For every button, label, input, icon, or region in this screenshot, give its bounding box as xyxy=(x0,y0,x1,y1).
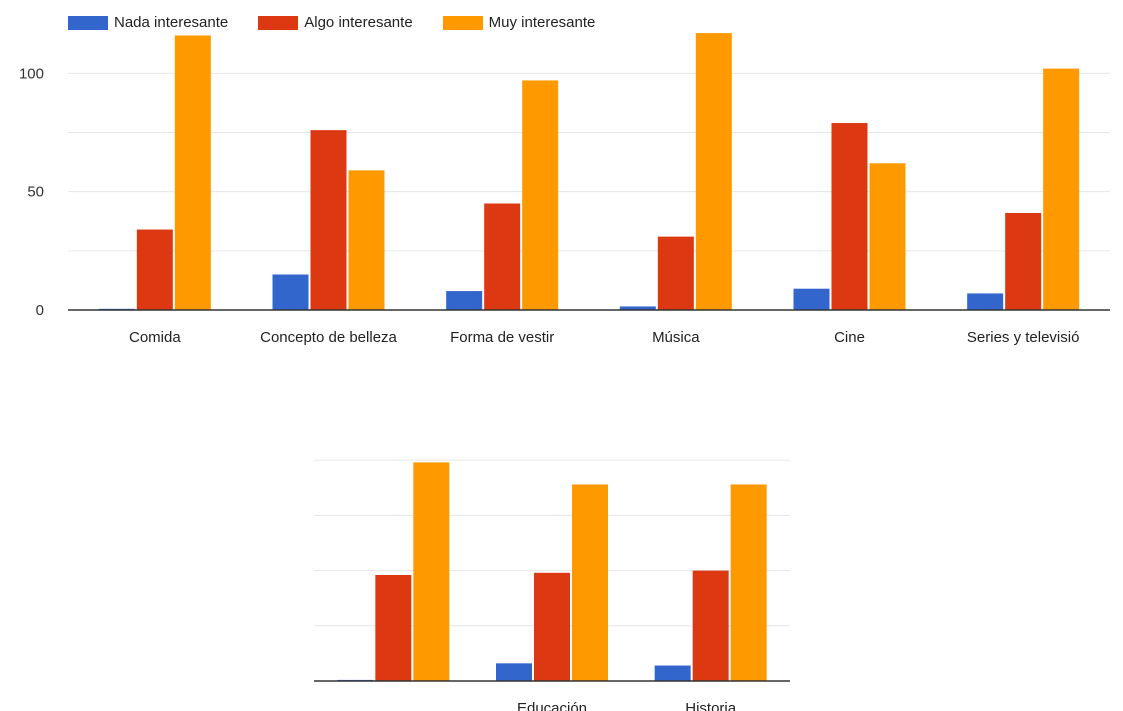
bar-algo-interesante-cine xyxy=(831,123,868,311)
bar-algo-interesante-historia xyxy=(692,570,729,681)
x-tick-label: Educación xyxy=(517,700,587,711)
bar-muy-interesante-cat0 xyxy=(413,462,450,681)
bar-muy-interesante-cine xyxy=(869,163,906,310)
chart-legend: Nada interesante Algo interesante Muy in… xyxy=(68,14,625,31)
x-tick-label: Forma de vestir xyxy=(450,329,554,346)
legend-swatch-nada xyxy=(68,15,108,30)
x-tick-label: Series y televisió xyxy=(967,329,1080,346)
bar-muy-interesante-educacio-n xyxy=(572,484,608,681)
bar-muy-interesante-comida xyxy=(174,35,211,310)
bar-algo-interesante-concepto-de-belleza xyxy=(310,130,347,310)
bar-nada-interesante-cine xyxy=(793,288,830,310)
bar-nada-interesante-historia xyxy=(654,665,691,681)
bar-nada-interesante-mu-sica xyxy=(619,306,656,310)
y-tick-label: 100 xyxy=(19,65,44,82)
y-tick-label: 0 xyxy=(36,302,44,319)
bar-algo-interesante-forma-de-vestir xyxy=(484,203,521,310)
bar-algo-interesante-educacio-n xyxy=(534,572,570,681)
x-tick-label: Concepto de belleza xyxy=(260,329,397,346)
bar-nada-interesante-forma-de-vestir xyxy=(446,291,483,310)
bar-nada-interesante-educacio-n xyxy=(496,663,532,681)
legend-swatch-muy xyxy=(442,15,483,30)
legend-item-muy: Muy interesante xyxy=(442,14,596,31)
bar-muy-interesante-forma-de-vestir xyxy=(522,80,559,310)
legend-item-nada: Nada interesante xyxy=(68,14,228,31)
bar-algo-interesante-comida xyxy=(136,229,173,310)
legend-label-muy: Muy interesante xyxy=(488,14,596,31)
bar-muy-interesante-concepto-de-belleza xyxy=(348,170,385,310)
bar-muy-interesante-series-y-televisio xyxy=(1043,68,1080,310)
bar-algo-interesante-series-y-televisio xyxy=(1005,212,1042,310)
bar-algo-interesante-mu-sica xyxy=(657,236,694,310)
y-tick-label: 50 xyxy=(27,184,44,201)
bar-nada-interesante-series-y-televisio xyxy=(967,293,1004,310)
legend-label-algo: Algo interesante xyxy=(304,14,413,31)
bar-chart-top: 0 50 100 Comida Concepto de belleza Forma de … xyxy=(19,33,1110,346)
bar-muy-interesante-historia xyxy=(730,484,767,681)
legend-label-nada: Nada interesante xyxy=(114,14,229,31)
x-tick-label: Comida xyxy=(129,329,181,346)
x-tick-label: Música xyxy=(652,329,700,346)
bar-muy-interesante-mu-sica xyxy=(695,33,732,310)
legend-swatch-algo xyxy=(258,15,299,30)
bar-algo-interesante-cat0 xyxy=(375,575,412,681)
x-tick-label: Cine xyxy=(834,329,865,346)
legend-item-algo: Algo interesante xyxy=(258,14,413,31)
x-tick-label: Historia xyxy=(685,700,737,711)
bar-nada-interesante-concepto-de-belleza xyxy=(272,274,309,310)
